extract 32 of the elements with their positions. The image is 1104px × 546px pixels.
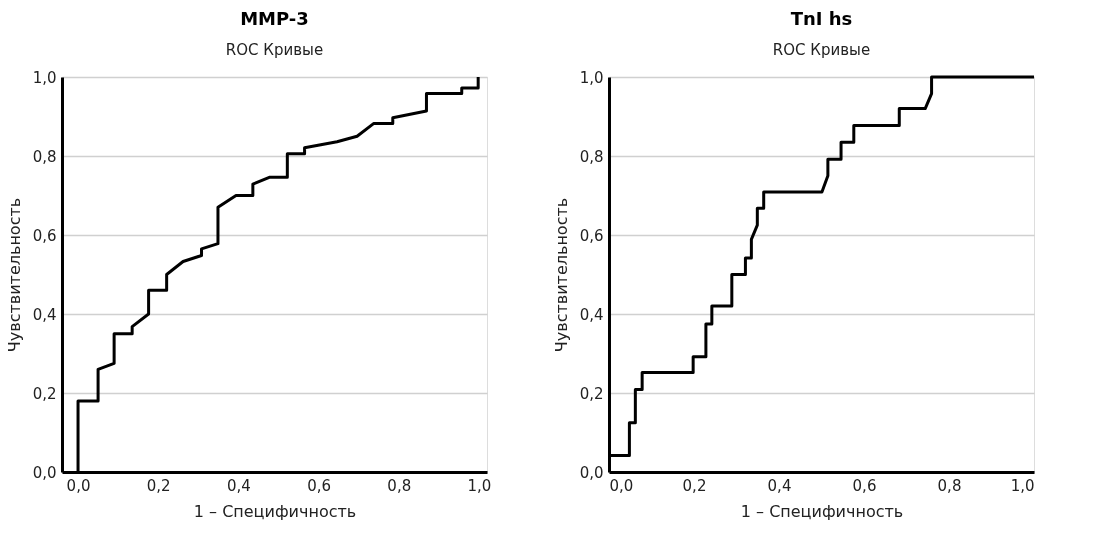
y-tick-label: 0,4 <box>32 305 57 324</box>
x-tick-label: 0,2 <box>146 476 171 495</box>
x-tick-label: 0,0 <box>609 476 634 495</box>
x-tick-label: 0,0 <box>66 476 91 495</box>
x-tick-label: 0,6 <box>307 476 332 495</box>
y-axis-title: Чувствительность <box>551 197 571 353</box>
x-tick-label: 1,0 <box>467 476 492 495</box>
x-tick-label: 0,4 <box>767 476 792 495</box>
x-axis-title: 1 – Специфичность <box>193 501 357 521</box>
x-tick-label: 0,8 <box>937 476 962 495</box>
y-tick-label: 1,0 <box>579 68 604 87</box>
y-tick-label: 0,0 <box>32 463 57 482</box>
y-tick-label: 0,2 <box>32 384 57 403</box>
y-tick-label: 0,4 <box>579 305 604 324</box>
chart-title: MMP-3 <box>240 8 309 29</box>
y-tick-label: 0,8 <box>579 147 604 166</box>
x-tick-label: 0,6 <box>852 476 877 495</box>
x-tick-label: 0,8 <box>387 476 412 495</box>
y-tick-label: 0,0 <box>579 463 604 482</box>
x-tick-label: 1,0 <box>1010 476 1035 495</box>
y-tick-label: 0,2 <box>579 384 604 403</box>
y-tick-label: 0,8 <box>32 147 57 166</box>
chart-subtitle: ROC Кривые <box>225 41 324 59</box>
chart-title: TnI hs <box>790 8 853 29</box>
x-tick-label: 0,4 <box>226 476 251 495</box>
y-tick-label: 1,0 <box>32 68 57 87</box>
y-axis-title: Чувствительность <box>4 197 24 353</box>
chart-subtitle: ROC Кривые <box>772 41 871 59</box>
x-tick-label: 0,2 <box>682 476 707 495</box>
x-axis-title: 1 – Специфичность <box>740 501 904 521</box>
y-tick-label: 0,6 <box>32 226 57 245</box>
y-tick-label: 0,6 <box>579 226 604 245</box>
